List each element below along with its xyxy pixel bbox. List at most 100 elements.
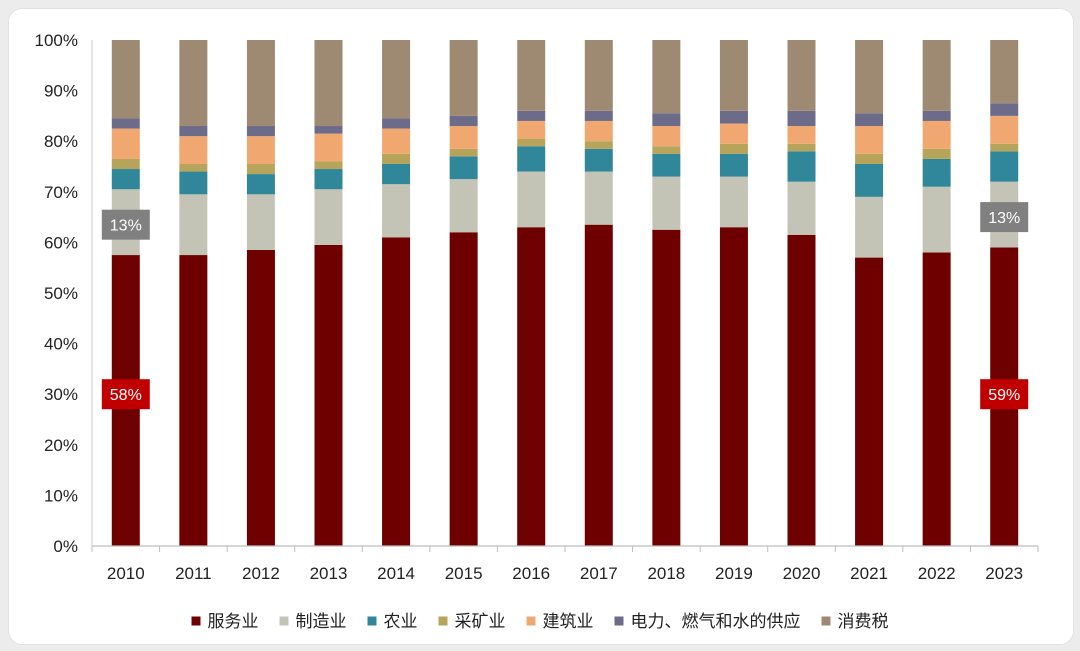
bar-segment bbox=[314, 189, 343, 245]
bar-segment bbox=[246, 194, 275, 250]
bar-segment bbox=[855, 40, 884, 114]
bar-segment bbox=[179, 255, 208, 547]
bar-segment bbox=[382, 153, 411, 164]
bar-segment bbox=[314, 126, 343, 134]
y-tick-label: 90% bbox=[44, 82, 78, 101]
bars bbox=[111, 40, 1019, 547]
x-tick-label: 2022 bbox=[918, 564, 956, 583]
bar-segment bbox=[314, 133, 343, 162]
bar-segment bbox=[719, 110, 748, 124]
x-tick-label: 2023 bbox=[985, 564, 1023, 583]
y-tick-label: 30% bbox=[44, 385, 78, 404]
bar-segment bbox=[517, 40, 546, 111]
bar-segment bbox=[922, 148, 951, 159]
y-tick-label: 10% bbox=[44, 486, 78, 505]
bar-segment bbox=[652, 153, 681, 177]
legend-swatch bbox=[367, 616, 377, 626]
bar-segment bbox=[652, 229, 681, 546]
bar-segment bbox=[855, 126, 884, 154]
bar-segment bbox=[787, 151, 816, 182]
bar-segment bbox=[719, 227, 748, 546]
bar-segment bbox=[382, 128, 411, 154]
bar-segment bbox=[314, 169, 343, 190]
bar-segment bbox=[517, 227, 546, 546]
bar-segment bbox=[719, 143, 748, 154]
legend-label: 建筑业 bbox=[543, 612, 594, 632]
bar-segment bbox=[314, 40, 343, 127]
bar-segment bbox=[787, 143, 816, 152]
bar-segment bbox=[246, 174, 275, 195]
bar-segment bbox=[584, 110, 613, 121]
annotation-label: 13% bbox=[110, 218, 142, 235]
legend-label: 制造业 bbox=[296, 612, 347, 632]
x-tick-label: 2019 bbox=[715, 564, 753, 583]
bar-segment bbox=[517, 120, 546, 139]
bar-segment bbox=[314, 244, 343, 546]
legend-swatch bbox=[821, 616, 831, 626]
bar-segment bbox=[246, 40, 275, 127]
bar-segment bbox=[111, 158, 140, 170]
bar-segment bbox=[990, 151, 1019, 182]
bar-segment bbox=[246, 126, 275, 137]
x-tick-label: 2015 bbox=[445, 564, 483, 583]
annotation-label: 13% bbox=[988, 210, 1020, 227]
bar-segment bbox=[719, 153, 748, 177]
bar-segment bbox=[179, 171, 208, 195]
annotation-box bbox=[101, 379, 150, 410]
annotation-label: 59% bbox=[988, 387, 1020, 404]
bar-segment bbox=[584, 171, 613, 225]
x-tick-label: 2011 bbox=[175, 564, 212, 583]
bar-segment bbox=[246, 136, 275, 164]
legend-label: 农业 bbox=[384, 612, 418, 632]
bar-segment bbox=[719, 176, 748, 228]
y-tick-label: 80% bbox=[44, 132, 78, 151]
bar-segment bbox=[179, 136, 208, 164]
x-tick-label: 2020 bbox=[783, 564, 821, 583]
bar-segment bbox=[922, 110, 951, 121]
bar-segment bbox=[449, 179, 478, 233]
bar-segment bbox=[382, 40, 411, 119]
bar-segment bbox=[382, 184, 411, 238]
annotation-box bbox=[980, 202, 1029, 233]
bar-segment bbox=[449, 40, 478, 116]
legend-label: 服务业 bbox=[208, 612, 259, 632]
legend-swatch bbox=[279, 616, 289, 626]
bar-segment bbox=[246, 163, 275, 175]
annotations: 58% 13% 59% 13% bbox=[101, 202, 1029, 410]
bar-segment bbox=[990, 115, 1019, 144]
bar-segment bbox=[584, 141, 613, 149]
bar-segment bbox=[584, 120, 613, 142]
bar-segment bbox=[382, 118, 411, 129]
bar-segment bbox=[584, 148, 613, 172]
bar-segment bbox=[787, 234, 816, 546]
bar-segment bbox=[179, 194, 208, 256]
bar-segment bbox=[787, 181, 816, 235]
bar-segment bbox=[517, 171, 546, 228]
x-tick-label: 2010 bbox=[107, 564, 145, 583]
bar-segment bbox=[449, 115, 478, 127]
y-tick-label: 0% bbox=[53, 537, 78, 556]
bar-segment bbox=[314, 161, 343, 170]
legend: 服务业 制造业 农业 采矿业 建筑业 电力、燃气和水的供应 消费税 bbox=[191, 612, 889, 632]
bar-segment bbox=[855, 163, 884, 197]
legend-swatch bbox=[526, 616, 536, 626]
x-tick-label: 2014 bbox=[377, 564, 415, 583]
bar-segment bbox=[719, 40, 748, 111]
bar-segment bbox=[652, 40, 681, 114]
bar-segment bbox=[787, 40, 816, 111]
bar-segment bbox=[652, 126, 681, 147]
bar-segment bbox=[652, 113, 681, 127]
bar-segment bbox=[990, 143, 1019, 152]
y-axis: 0% 10% 20% 30% 40% 50% 60% 70% 80% 90% 100% bbox=[35, 31, 93, 556]
bar-segment bbox=[382, 237, 411, 546]
bar-segment bbox=[449, 232, 478, 546]
bar-segment bbox=[922, 158, 951, 187]
y-tick-label: 20% bbox=[44, 436, 78, 455]
x-tick-label: 2018 bbox=[647, 564, 685, 583]
x-axis: 2010 2011 2012 2013 2014 2015 2016 2017 2018 2019… bbox=[91, 545, 1039, 583]
bar-segment bbox=[990, 103, 1019, 116]
legend-label: 电力、燃气和水的供应 bbox=[631, 612, 801, 632]
bar-segment bbox=[179, 40, 208, 127]
bar-segment bbox=[179, 163, 208, 172]
